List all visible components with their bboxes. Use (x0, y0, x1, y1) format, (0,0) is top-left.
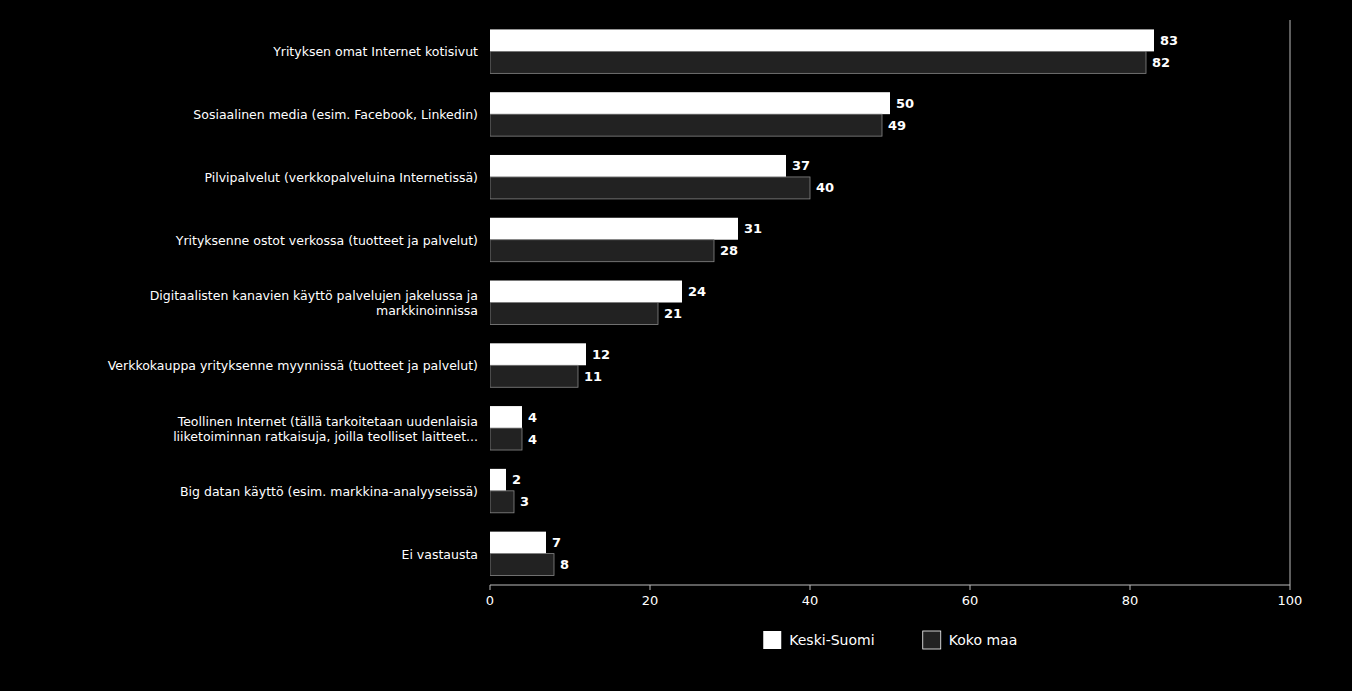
data-label: 4 (528, 432, 537, 447)
bar (490, 218, 738, 240)
data-label: 2 (512, 472, 521, 487)
data-label: 8 (560, 557, 569, 572)
data-label: 50 (896, 96, 914, 111)
data-label: 7 (552, 535, 561, 550)
chart: 83 50 37 31 24 12 4 2 7 82 49 40 28 21 11 4 3 8 Yrityksen … (0, 0, 1352, 691)
data-label: 82 (1152, 55, 1170, 70)
x-tick-label: 40 (802, 593, 819, 608)
bar (490, 51, 1146, 73)
x-tick (490, 585, 491, 590)
legend-label: Koko maa (949, 632, 1017, 648)
data-label: 4 (528, 410, 537, 425)
bar (490, 303, 658, 325)
background (0, 0, 1352, 691)
bar (490, 240, 714, 262)
category-label: Sosiaalinen media (esim. Facebook, Linke… (193, 107, 478, 122)
x-tick-label: 0 (486, 593, 494, 608)
bar (490, 29, 1154, 51)
x-tick-label: 100 (1278, 593, 1303, 608)
category-label: Big datan käyttö (esim. markkina-analyys… (180, 483, 478, 498)
legend: Keski-Suomi Koko maa (763, 631, 1017, 649)
legend-swatch (923, 631, 941, 649)
data-label: 3 (520, 494, 529, 509)
legend-swatch (763, 631, 781, 649)
data-label: 31 (744, 221, 762, 236)
data-label: 37 (792, 158, 810, 173)
x-tick (650, 585, 651, 590)
x-axis-line (490, 585, 1290, 586)
bar (490, 365, 578, 387)
x-tick (810, 585, 811, 590)
category-label: Ei vastausta (402, 546, 478, 561)
plot-border (1290, 20, 1291, 585)
x-tick-label: 20 (642, 593, 659, 608)
bar (490, 155, 786, 177)
x-tick-label: 80 (1122, 593, 1139, 608)
bar (490, 491, 514, 513)
bar (490, 532, 546, 554)
bar (490, 177, 810, 199)
bar (490, 469, 506, 491)
bar (490, 92, 890, 114)
data-label: 49 (888, 118, 906, 133)
legend-label: Keski-Suomi (789, 632, 874, 648)
bar (490, 406, 522, 428)
x-tick (1290, 585, 1291, 590)
data-label: 21 (664, 306, 682, 321)
data-label: 40 (816, 180, 834, 195)
data-label: 12 (592, 347, 610, 362)
bar (490, 281, 682, 303)
data-label: 24 (688, 284, 706, 299)
data-label: 83 (1160, 33, 1178, 48)
category-label: Yrityksenne ostot verkossa (tuotteet ja … (175, 232, 478, 247)
data-label: 28 (720, 243, 738, 258)
x-tick (970, 585, 971, 590)
x-tick (1130, 585, 1131, 590)
category-label: Yrityksen omat Internet kotisivut (272, 44, 478, 59)
bar (490, 428, 522, 450)
category-label: Teollinen Internet (tällä tarkoitetaan u… (173, 413, 478, 443)
x-tick-label: 60 (962, 593, 979, 608)
bar (490, 343, 586, 365)
bar (490, 554, 554, 576)
category-label: Digitaalisten kanavien käyttö palvelujen… (150, 288, 478, 318)
bars (490, 29, 1154, 575)
category-label: Pilvipalvelut (verkkopalveluina Internet… (204, 169, 478, 184)
data-label: 11 (584, 369, 602, 384)
category-label: Verkkokauppa yrityksenne myynnissä (tuot… (108, 358, 478, 373)
bar (490, 114, 882, 136)
